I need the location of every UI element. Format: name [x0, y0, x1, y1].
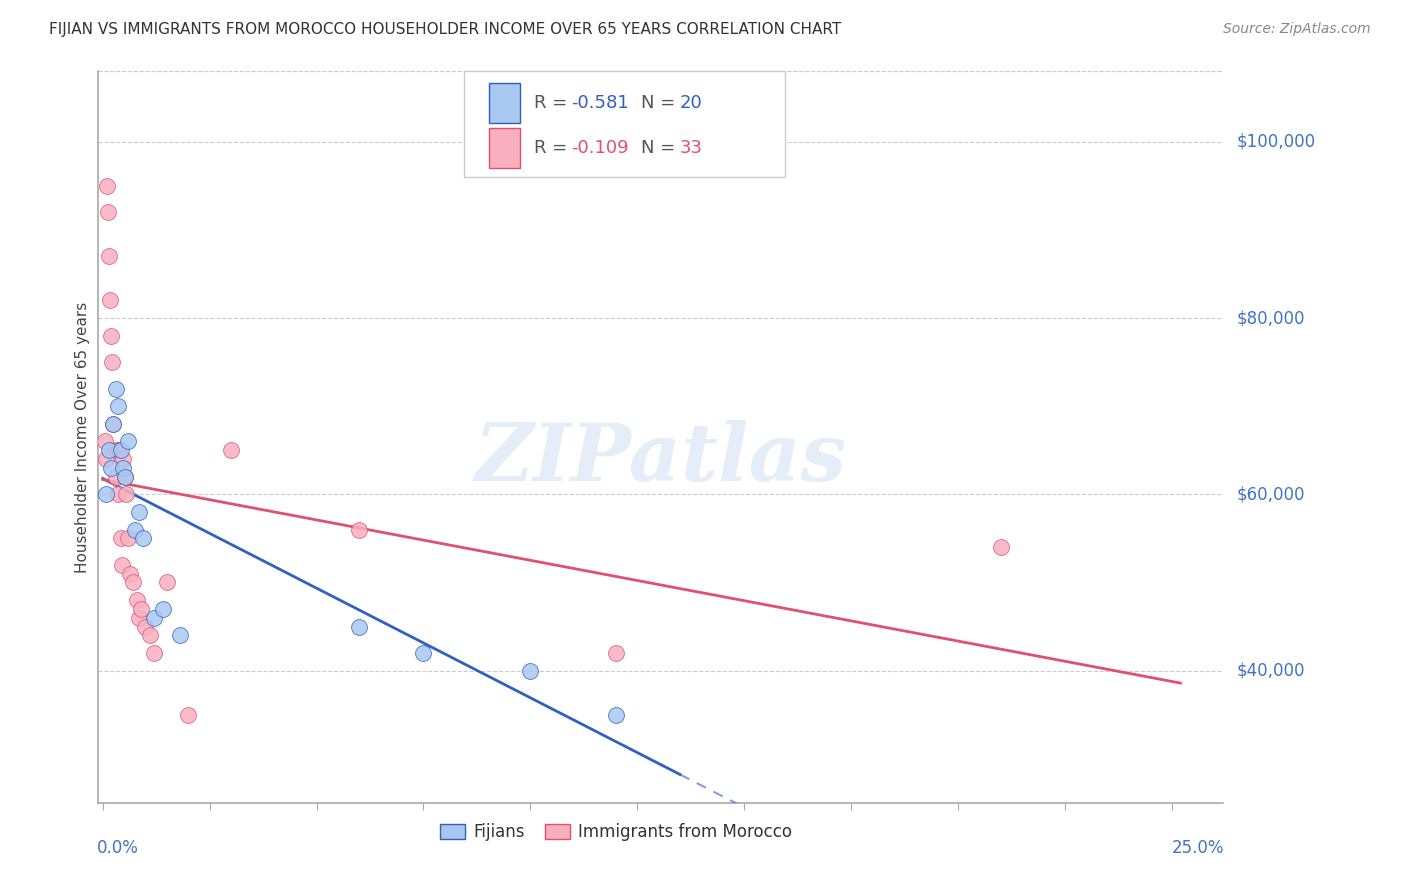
Point: [152, 602, 174, 616]
Point: [117, 434, 139, 449]
Point: [110, 532, 132, 546]
Point: [100, 293, 122, 308]
Point: [112, 452, 135, 467]
Point: [121, 575, 143, 590]
Point: [112, 461, 135, 475]
Point: [107, 487, 129, 501]
Point: [110, 443, 132, 458]
Point: [124, 523, 146, 537]
Point: [108, 443, 131, 458]
Point: [100, 328, 122, 343]
Point: [219, 443, 242, 458]
Point: [105, 469, 128, 483]
Text: Source: ZipAtlas.com: Source: ZipAtlas.com: [1223, 22, 1371, 37]
Point: [519, 664, 541, 678]
Point: [103, 417, 125, 431]
Point: [103, 417, 125, 431]
Text: R =: R =: [534, 139, 572, 157]
Text: $60,000: $60,000: [1237, 485, 1306, 503]
Text: ZIPatlas: ZIPatlas: [475, 420, 846, 498]
Point: [139, 628, 162, 642]
Point: [104, 443, 127, 458]
Text: N =: N =: [641, 95, 681, 112]
Point: [134, 619, 156, 633]
Text: 33: 33: [681, 139, 703, 157]
Text: $80,000: $80,000: [1237, 310, 1306, 327]
Text: 0.0%: 0.0%: [97, 839, 139, 857]
Point: [177, 707, 200, 722]
Point: [114, 469, 136, 483]
Point: [115, 487, 138, 501]
Point: [117, 532, 139, 546]
Text: 20: 20: [681, 95, 703, 112]
FancyBboxPatch shape: [464, 71, 785, 178]
Point: [94, 434, 117, 449]
Text: -0.109: -0.109: [571, 139, 628, 157]
Point: [143, 611, 166, 625]
Point: [98, 249, 121, 263]
Point: [605, 646, 627, 660]
FancyBboxPatch shape: [489, 128, 520, 169]
Text: -0.581: -0.581: [571, 95, 628, 112]
Point: [128, 611, 150, 625]
Point: [101, 355, 124, 369]
Legend: Fijians, Immigrants from Morocco: Fijians, Immigrants from Morocco: [432, 814, 800, 849]
Text: 25.0%: 25.0%: [1171, 839, 1225, 857]
Point: [143, 646, 166, 660]
Point: [605, 707, 627, 722]
Point: [128, 505, 150, 519]
Text: R =: R =: [534, 95, 572, 112]
Point: [97, 205, 120, 219]
Point: [125, 593, 148, 607]
Point: [111, 558, 134, 572]
FancyBboxPatch shape: [489, 83, 520, 123]
Text: N =: N =: [641, 139, 681, 157]
Point: [114, 469, 136, 483]
Point: [129, 602, 152, 616]
Text: $100,000: $100,000: [1237, 133, 1316, 151]
Point: [132, 532, 155, 546]
Point: [990, 540, 1012, 554]
Point: [156, 575, 179, 590]
Point: [349, 523, 371, 537]
Point: [107, 399, 129, 413]
Point: [94, 452, 117, 467]
Point: [98, 443, 121, 458]
Point: [94, 487, 117, 501]
Y-axis label: Householder Income Over 65 years: Householder Income Over 65 years: [75, 301, 90, 573]
Point: [349, 619, 371, 633]
Text: $40,000: $40,000: [1237, 662, 1306, 680]
Point: [169, 628, 191, 642]
Point: [96, 178, 118, 193]
Point: [104, 382, 127, 396]
Point: [412, 646, 434, 660]
Text: FIJIAN VS IMMIGRANTS FROM MOROCCO HOUSEHOLDER INCOME OVER 65 YEARS CORRELATION C: FIJIAN VS IMMIGRANTS FROM MOROCCO HOUSEH…: [49, 22, 841, 37]
Point: [100, 461, 122, 475]
Point: [120, 566, 142, 581]
